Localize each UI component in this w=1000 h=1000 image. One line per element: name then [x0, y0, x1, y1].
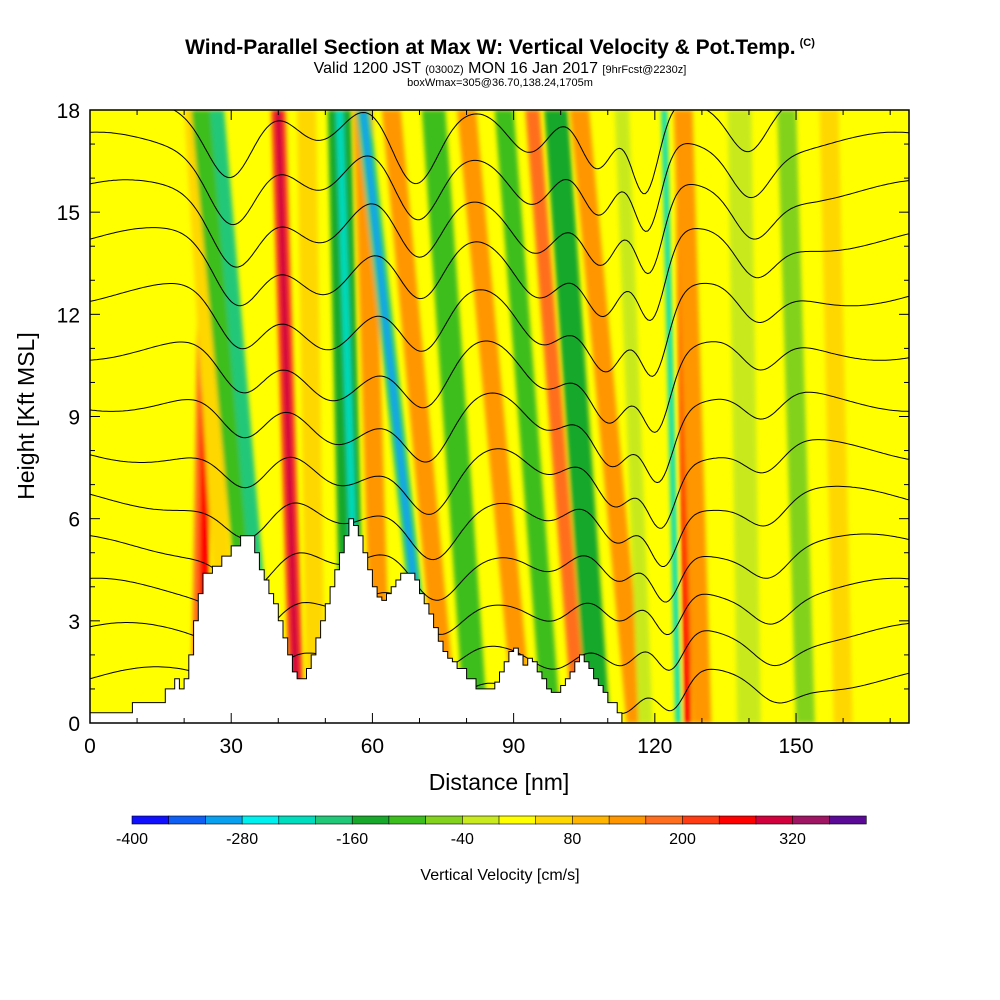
y-tick-label: 18	[57, 100, 80, 123]
colorbar-swatch	[828, 815, 867, 825]
colorbar-swatch	[572, 815, 610, 825]
y-tick-label: 15	[57, 202, 80, 225]
box-info: boxWmax=305@36.70,138.24,1705m	[407, 77, 593, 89]
velocity-band	[570, 110, 646, 723]
colorbar-swatch	[755, 815, 794, 825]
colorbar-swatch	[461, 815, 500, 825]
theta-contour	[172, 110, 783, 195]
theta-contour	[90, 340, 909, 433]
velocity-band	[421, 110, 488, 723]
velocity-band	[661, 110, 682, 723]
valid-time: Valid 1200 JST	[313, 60, 421, 77]
colorbar-swatch	[718, 815, 757, 825]
velocity-band	[819, 110, 853, 723]
y-tick-label: 3	[68, 611, 80, 634]
theta-contour	[90, 179, 909, 275]
colorbar-tick-label: 320	[779, 831, 806, 848]
velocity-band	[274, 110, 301, 723]
colorbar-swatch	[535, 815, 574, 825]
colorbar-tick-label: -40	[451, 831, 474, 848]
colorbar-swatch	[645, 815, 684, 825]
theta-contour	[90, 391, 909, 484]
velocity-band	[353, 110, 392, 723]
velocity-band	[457, 110, 533, 723]
chart-title: Wind-Parallel Section at Max W: Vertical…	[0, 36, 1000, 60]
theta-contour	[90, 485, 909, 567]
y-tick-label: 12	[57, 304, 80, 327]
colorbar-swatch	[168, 815, 206, 825]
y-tick-label: 6	[68, 509, 80, 532]
x-tick-label: 60	[361, 735, 384, 758]
y-tick-label: 0	[68, 713, 80, 736]
x-tick-label: 150	[779, 735, 814, 758]
colorbar-swatch	[205, 815, 243, 825]
colorbar-swatch	[131, 815, 170, 825]
theta-contour	[90, 282, 909, 377]
colorbar-tick-label: -160	[336, 831, 368, 848]
colorbar-tick-label: 200	[669, 831, 696, 848]
colorbar-swatch	[792, 815, 830, 825]
theta-contour	[90, 227, 909, 322]
terrain-profile	[90, 518, 909, 723]
velocity-band	[525, 110, 587, 723]
velocity-band	[544, 110, 611, 723]
colorbar-swatch	[608, 815, 647, 825]
colorbar-swatch	[682, 815, 720, 825]
velocity-band	[777, 110, 815, 723]
x-axis: 0 30 60 90 120 150	[84, 110, 891, 758]
velocity-band	[673, 110, 712, 723]
theta-contour	[90, 439, 909, 529]
colorbar-swatch	[315, 815, 353, 825]
velocity-band	[727, 110, 761, 723]
chart-subtitle: Valid 1200 JST (0300Z) MON 16 Jan 2017 […	[0, 61, 1000, 78]
theta-contour	[90, 131, 909, 232]
colorbar-tick-label: -400	[116, 831, 148, 848]
colorbar-title: Vertical Velocity [cm/s]	[420, 867, 579, 884]
colorbar-tick-label: -280	[226, 831, 258, 848]
colorbar-swatch	[388, 815, 427, 825]
colorbar: -400 -280 -160 -40 80 200 320	[116, 815, 867, 848]
valid-date: MON 16 Jan 2017	[468, 60, 598, 77]
terrain	[90, 518, 909, 723]
x-tick-label: 90	[502, 735, 525, 758]
chart-title-text: Wind-Parallel Section at Max W: Vertical…	[185, 36, 796, 59]
velocity-band	[381, 110, 458, 723]
colorbar-swatch	[498, 815, 537, 825]
colorbar-tick-label: 80	[564, 831, 582, 848]
colorbar-swatch	[278, 815, 317, 825]
copyright-mark: (C)	[799, 37, 815, 49]
velocity-band-group	[141, 110, 853, 723]
velocity-band	[141, 110, 171, 723]
velocity-band	[360, 110, 432, 723]
x-axis-title: Distance [nm]	[429, 769, 570, 795]
y-axis-title: Height [Kft MSL]	[13, 332, 39, 499]
velocity-band	[297, 110, 326, 723]
vertical-velocity-field	[141, 110, 853, 723]
colorbar-swatch	[351, 815, 390, 825]
y-axis: 0 3 6 9 12 15 18	[57, 100, 909, 736]
x-tick-label: 30	[220, 735, 243, 758]
colorbar-swatch	[241, 815, 280, 825]
velocity-band	[614, 110, 653, 723]
colorbar-swatch	[425, 815, 463, 825]
forecast-info: [9hrFcst@2230z]	[602, 64, 687, 76]
y-tick-label: 9	[68, 407, 80, 430]
x-tick-label: 0	[84, 735, 96, 758]
valid-utc: (0300Z)	[425, 64, 464, 76]
x-tick-label: 120	[637, 735, 672, 758]
